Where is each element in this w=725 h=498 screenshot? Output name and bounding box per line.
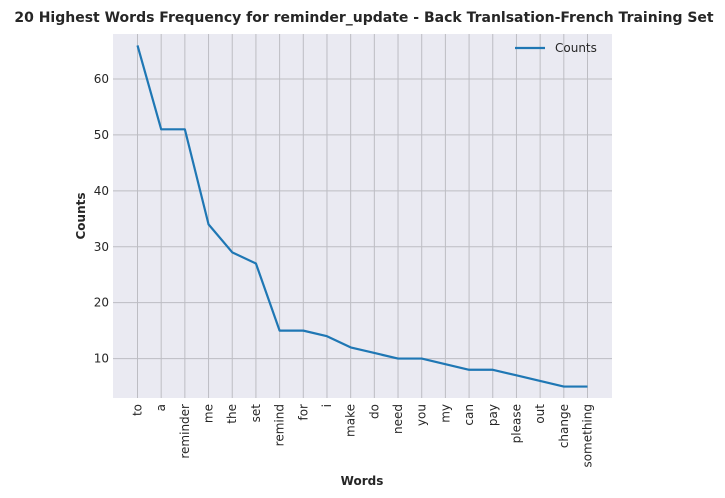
y-tick-label: 40: [94, 184, 109, 198]
x-tick-label: pay: [486, 404, 500, 426]
y-tick-label: 50: [94, 128, 109, 142]
x-tick-label: remind: [273, 404, 287, 446]
x-tick-label: please: [509, 404, 523, 443]
x-tick-label: something: [581, 404, 595, 468]
series-line-counts: [136, 45, 588, 388]
x-tick-label: for: [296, 404, 310, 421]
plot-area: [113, 34, 612, 398]
grid: [113, 34, 612, 398]
x-tick-label: the: [225, 404, 239, 424]
x-tick-label: me: [202, 404, 216, 423]
x-tick-label: make: [344, 404, 358, 437]
y-tick-label: 30: [94, 240, 109, 254]
y-axis-ticks: 10 20 30 40 50 60: [94, 72, 109, 366]
chart-title: 20 Highest Words Frequency for reminder_…: [14, 10, 714, 26]
legend-label-counts: Counts: [555, 41, 597, 55]
x-tick-label: reminder: [178, 404, 192, 459]
x-tick-label: can: [462, 404, 476, 426]
x-tick-label: to: [131, 404, 145, 416]
x-tick-label: set: [249, 404, 263, 423]
x-tick-label: my: [438, 404, 452, 423]
y-tick-label: 60: [94, 72, 109, 86]
x-axis-ticks: to a reminder me the set remind for i make do need y…: [131, 404, 595, 468]
x-axis-label: Words: [341, 474, 384, 488]
y-tick-label: 10: [94, 352, 109, 366]
x-tick-label: i: [320, 404, 334, 407]
x-tick-label: you: [415, 404, 429, 426]
x-tick-label: a: [154, 404, 168, 411]
y-tick-label: 20: [94, 296, 109, 310]
x-tick-label: need: [391, 404, 405, 434]
x-tick-label: do: [367, 404, 381, 419]
y-axis-label: Counts: [74, 192, 88, 239]
x-tick-label: change: [557, 404, 571, 448]
x-tick-label: out: [533, 404, 547, 424]
legend: Counts: [515, 41, 597, 55]
